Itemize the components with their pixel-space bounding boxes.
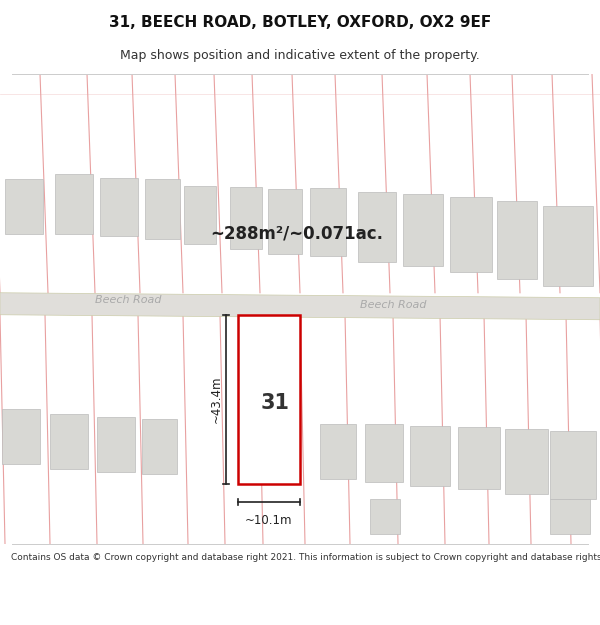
Text: Beech Road: Beech Road (95, 295, 161, 305)
Bar (5, 179, 43, 234)
Text: Contains OS data © Crown copyright and database right 2021. This information is : Contains OS data © Crown copyright and d… (11, 554, 600, 562)
Text: ~10.1m: ~10.1m (245, 514, 293, 527)
Bar (358, 192, 396, 262)
Bar (230, 187, 262, 249)
Bar (2, 409, 40, 464)
Bar (268, 189, 302, 254)
Bar (55, 174, 93, 234)
Bar (497, 201, 537, 279)
Bar (550, 499, 590, 534)
Bar (310, 188, 346, 256)
Bar (550, 431, 596, 499)
Bar (320, 424, 356, 479)
Bar (370, 499, 400, 534)
Text: 31: 31 (260, 392, 290, 412)
Bar (97, 417, 135, 472)
Bar (410, 426, 450, 486)
Text: Map shows position and indicative extent of the property.: Map shows position and indicative extent… (120, 49, 480, 62)
Bar (184, 186, 216, 244)
Bar (145, 179, 180, 239)
Bar (450, 197, 492, 272)
Bar (403, 194, 443, 266)
Bar (543, 206, 593, 286)
Text: 31, BEECH ROAD, BOTLEY, OXFORD, OX2 9EF: 31, BEECH ROAD, BOTLEY, OXFORD, OX2 9EF (109, 14, 491, 29)
Text: ~288m²/~0.071ac.: ~288m²/~0.071ac. (210, 225, 383, 242)
Text: Beech Road: Beech Road (360, 300, 427, 310)
Bar (238, 315, 300, 484)
Polygon shape (0, 292, 600, 320)
Bar (365, 424, 403, 482)
Text: ~43.4m: ~43.4m (209, 376, 223, 423)
Bar (50, 414, 88, 469)
Bar (142, 419, 177, 474)
Bar (100, 177, 138, 236)
Bar (458, 427, 500, 489)
Bar (505, 429, 548, 494)
